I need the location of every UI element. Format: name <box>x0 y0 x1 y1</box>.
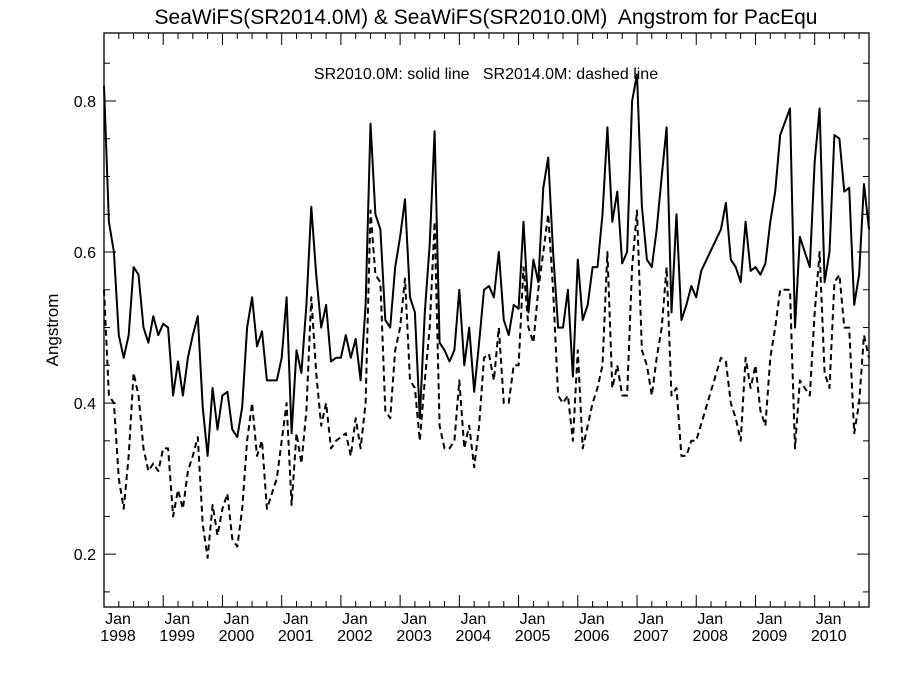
x-tick-label-year: 2010 <box>811 628 847 645</box>
x-tick-label-month: Jan <box>816 611 842 628</box>
x-tick-label-year: 2004 <box>456 628 492 645</box>
x-tick-label-month: Jan <box>401 611 427 628</box>
y-tick-label: 0.6 <box>74 245 96 262</box>
x-tick-label-month: Jan <box>164 611 190 628</box>
axis-ticks <box>103 33 869 607</box>
chart-title: SeaWiFS(SR2014.0M) & SeaWiFS(SR2010.0M) … <box>155 6 818 29</box>
x-tick-label-year: 2006 <box>574 628 610 645</box>
x-tick-label-month: Jan <box>757 611 783 628</box>
x-tick-label-month: Jan <box>579 611 605 628</box>
y-tick-label: 0.2 <box>74 547 96 564</box>
y-axis-label: Angstrom <box>43 294 62 367</box>
x-tick-label-month: Jan <box>224 611 250 628</box>
x-tick-label-year: 2005 <box>515 628 551 645</box>
x-tick-label-month: Jan <box>460 611 486 628</box>
x-tick-label-year: 2008 <box>692 628 728 645</box>
y-tick-label: 0.4 <box>74 396 96 413</box>
series-line-solid <box>103 73 870 457</box>
x-tick-label-year: 2007 <box>633 628 669 645</box>
y-tick-label: 0.8 <box>74 94 96 111</box>
x-tick-label-month: Jan <box>638 611 664 628</box>
x-tick-label-year: 2003 <box>396 628 432 645</box>
x-tick-label-year: 2002 <box>337 628 373 645</box>
x-tick-label-month: Jan <box>283 611 309 628</box>
y-tick-labels: 0.2 0.4 0.6 0.8 <box>74 94 96 564</box>
x-tick-label-month: Jan <box>697 611 723 628</box>
x-tick-label-month: Jan <box>342 611 368 628</box>
x-tick-label-year: 1999 <box>159 628 195 645</box>
x-tick-label-year: 1998 <box>100 628 136 645</box>
x-tick-label-year: 2009 <box>752 628 788 645</box>
series-line-dashed <box>103 209 870 559</box>
series-lines <box>103 73 870 559</box>
series-annotation: SR2010.0M: solid line SR2014.0M: dashed … <box>314 66 658 83</box>
x-tick-label-month: Jan <box>520 611 546 628</box>
x-tick-labels: Jan1998Jan1999Jan2000Jan2001Jan2002Jan20… <box>100 611 846 645</box>
x-tick-label-year: 2000 <box>219 628 255 645</box>
plot-frame <box>103 32 870 608</box>
x-tick-label-month: Jan <box>105 611 131 628</box>
x-tick-label-year: 2001 <box>278 628 314 645</box>
